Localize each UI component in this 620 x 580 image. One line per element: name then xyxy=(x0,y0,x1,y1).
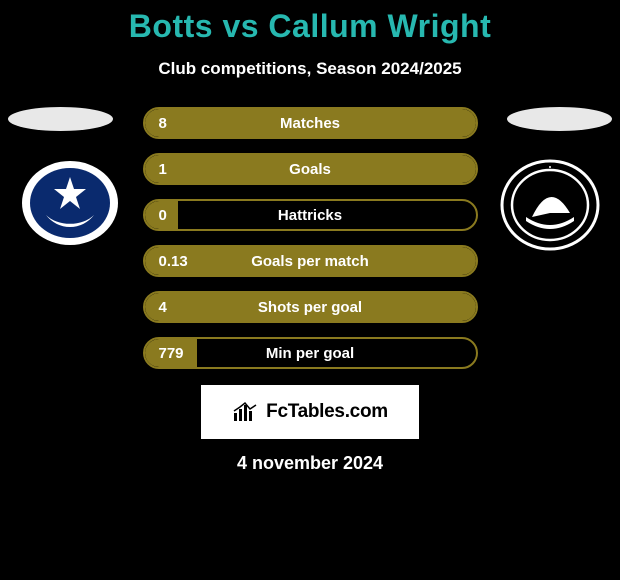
stat-value-left: 779 xyxy=(145,345,215,362)
footer-date: 4 november 2024 xyxy=(0,453,620,474)
stat-value-left: 0.13 xyxy=(145,253,215,270)
player-shadow-left xyxy=(8,107,113,131)
brand-label: FcTables.com xyxy=(266,401,388,423)
stat-label: Goals xyxy=(289,161,331,178)
stat-row: 779 Min per goal xyxy=(143,337,478,369)
stat-value-left: 4 xyxy=(145,299,215,316)
stat-label: Matches xyxy=(280,115,340,132)
stat-row: 1 Goals xyxy=(143,153,478,185)
stat-value-left: 8 xyxy=(145,115,215,132)
bar-chart-icon xyxy=(232,401,260,423)
stat-label: Shots per goal xyxy=(258,299,362,316)
page-title: Botts vs Callum Wright xyxy=(0,0,620,45)
stat-value-left: 0 xyxy=(145,207,215,224)
page-subtitle: Club competitions, Season 2024/2025 xyxy=(0,59,620,79)
stat-value-left: 1 xyxy=(145,161,215,178)
stat-row: 0.13 Goals per match xyxy=(143,245,478,277)
stat-label: Min per goal xyxy=(266,345,354,362)
comparison-panel: 8 Matches 1 Goals 0 Hattricks 0.13 Goals… xyxy=(0,107,620,474)
stat-label: Goals per match xyxy=(251,253,369,270)
team-crest-left xyxy=(20,159,120,247)
team-crest-right xyxy=(500,159,600,251)
player-shadow-right xyxy=(507,107,612,131)
brand-badge: FcTables.com xyxy=(201,385,419,439)
stat-row: 0 Hattricks xyxy=(143,199,478,231)
stats-list: 8 Matches 1 Goals 0 Hattricks 0.13 Goals… xyxy=(143,107,478,369)
stat-label: Hattricks xyxy=(278,207,342,224)
stat-row: 8 Matches xyxy=(143,107,478,139)
stat-row: 4 Shots per goal xyxy=(143,291,478,323)
